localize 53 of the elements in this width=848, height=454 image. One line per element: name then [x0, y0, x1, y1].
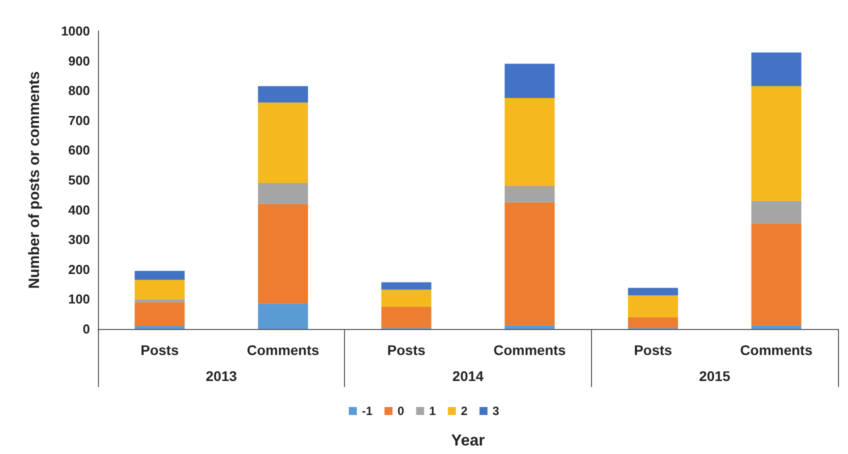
y-tick-label: 400 [68, 202, 90, 218]
x-axis-title: Year [451, 432, 485, 450]
bar [504, 98, 555, 186]
bar [504, 186, 555, 202]
bar [504, 64, 555, 98]
bar [258, 102, 308, 183]
y-tick-label: 800 [68, 83, 90, 98]
x-tick-label: Comments [740, 342, 813, 358]
y-tick-label: 100 [68, 292, 90, 307]
y-tick-label: 900 [68, 53, 90, 68]
x-tick-label: Comments [246, 342, 320, 358]
x-tick-label: Posts [634, 342, 672, 358]
y-axis-title: Number of posts or comments [26, 71, 43, 289]
legend-label: -1 [362, 404, 373, 418]
y-tick-label: 600 [68, 142, 90, 158]
bar [751, 200, 802, 224]
bar [134, 270, 185, 280]
bar [258, 86, 308, 103]
bar [628, 317, 678, 328]
bar [134, 299, 185, 302]
bar [258, 304, 308, 329]
legend-label: 2 [460, 404, 468, 418]
x-tick-label: Comments [493, 342, 566, 358]
y-tick-label: 0 [82, 322, 90, 336]
bar [258, 182, 308, 204]
text: 2015 [699, 368, 730, 384]
text: 2013 [206, 368, 238, 384]
y-tick-label: 500 [68, 172, 90, 188]
bar [134, 326, 185, 329]
bar [751, 223, 802, 326]
bar [751, 86, 802, 201]
bar [381, 282, 432, 290]
y-tick-label: 1000 [61, 24, 90, 38]
bar [504, 325, 555, 329]
bar [628, 295, 678, 318]
bar [751, 325, 802, 329]
legend-label: 0 [397, 404, 404, 418]
legend-label: 3 [492, 404, 500, 418]
bar [751, 52, 802, 86]
x-tick-label: Posts [140, 342, 179, 358]
bar [381, 290, 432, 307]
y-tick-label: 700 [68, 112, 90, 128]
legend-label: 1 [429, 404, 436, 418]
text: 2014 [452, 368, 484, 384]
y-tick-label: 300 [68, 232, 90, 248]
bar [134, 280, 185, 300]
bar [134, 302, 185, 326]
bar [258, 204, 308, 304]
bar [504, 202, 555, 326]
bar [628, 288, 678, 296]
bar [381, 306, 432, 328]
x-tick-label: Posts [387, 342, 426, 358]
y-tick-label: 200 [68, 262, 90, 277]
